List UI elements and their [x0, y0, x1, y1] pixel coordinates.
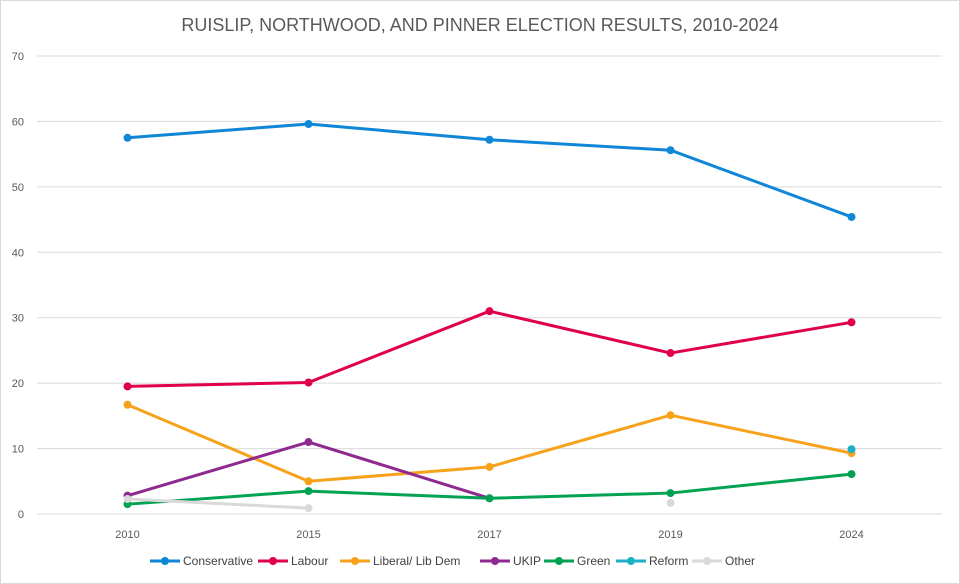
- legend-marker: [269, 557, 277, 565]
- data-point: [485, 462, 494, 471]
- series-conservative: [123, 120, 856, 221]
- y-tick-label: 70: [12, 51, 24, 63]
- legend-label: Conservative: [183, 554, 253, 568]
- y-tick-label: 0: [18, 509, 24, 521]
- y-tick-label: 20: [12, 378, 24, 390]
- series-green: [123, 470, 856, 509]
- legend-item: Labour: [258, 554, 328, 568]
- series-line: [127, 309, 852, 388]
- data-point: [485, 494, 494, 503]
- legend-item: UKIP: [480, 554, 541, 568]
- data-point: [847, 212, 856, 221]
- data-point: [304, 120, 313, 129]
- data-point: [666, 349, 675, 358]
- data-point: [123, 133, 132, 142]
- series-liberal-lib-dem: [123, 400, 856, 486]
- legend-item: Reform: [616, 554, 688, 568]
- legend-marker: [491, 557, 499, 565]
- data-point: [123, 400, 132, 409]
- data-point: [123, 494, 132, 503]
- y-tick-label: 30: [12, 313, 24, 325]
- data-point: [304, 378, 313, 387]
- series-line: [127, 497, 309, 510]
- data-point: [847, 445, 856, 454]
- data-point: [304, 438, 313, 447]
- legend-item: Green: [544, 554, 610, 568]
- legend-label: Green: [577, 554, 610, 568]
- x-tick-label: 2015: [296, 529, 320, 541]
- legend-item: Liberal/ Lib Dem: [340, 554, 460, 568]
- data-point: [666, 146, 675, 155]
- legend-marker: [351, 557, 359, 565]
- chart-title: RUISLIP, NORTHWOOD, AND PINNER ELECTION …: [181, 15, 778, 35]
- legend-marker: [555, 557, 563, 565]
- series-reform: [847, 445, 856, 454]
- series-labour: [123, 307, 856, 391]
- data-point: [304, 504, 313, 513]
- legend-marker: [703, 557, 711, 565]
- legend-item: Conservative: [150, 554, 253, 568]
- legend-marker: [627, 557, 635, 565]
- data-point: [485, 307, 494, 316]
- data-point: [847, 318, 856, 327]
- series-other: [123, 494, 675, 513]
- data-point: [304, 477, 313, 486]
- x-tick-label: 2017: [477, 529, 501, 541]
- y-tick-label: 50: [12, 182, 24, 194]
- data-point: [847, 470, 856, 479]
- legend-label: Reform: [649, 554, 688, 568]
- y-tick-label: 10: [12, 444, 24, 456]
- data-point: [666, 489, 675, 498]
- data-point: [123, 382, 132, 391]
- x-tick-label: 2019: [658, 529, 682, 541]
- data-point: [304, 487, 313, 496]
- legend-marker: [161, 557, 169, 565]
- x-tick-label: 2010: [115, 529, 139, 541]
- legend-label: Liberal/ Lib Dem: [373, 554, 460, 568]
- data-point: [485, 135, 494, 144]
- legend-label: Other: [725, 554, 755, 568]
- y-tick-label: 60: [12, 116, 24, 128]
- data-point: [666, 411, 675, 420]
- y-tick-label: 40: [12, 247, 24, 259]
- legend-label: UKIP: [513, 554, 541, 568]
- data-point: [666, 498, 675, 507]
- legend-label: Labour: [291, 554, 328, 568]
- legend-item: Other: [692, 554, 755, 568]
- x-tick-label: 2024: [839, 529, 863, 541]
